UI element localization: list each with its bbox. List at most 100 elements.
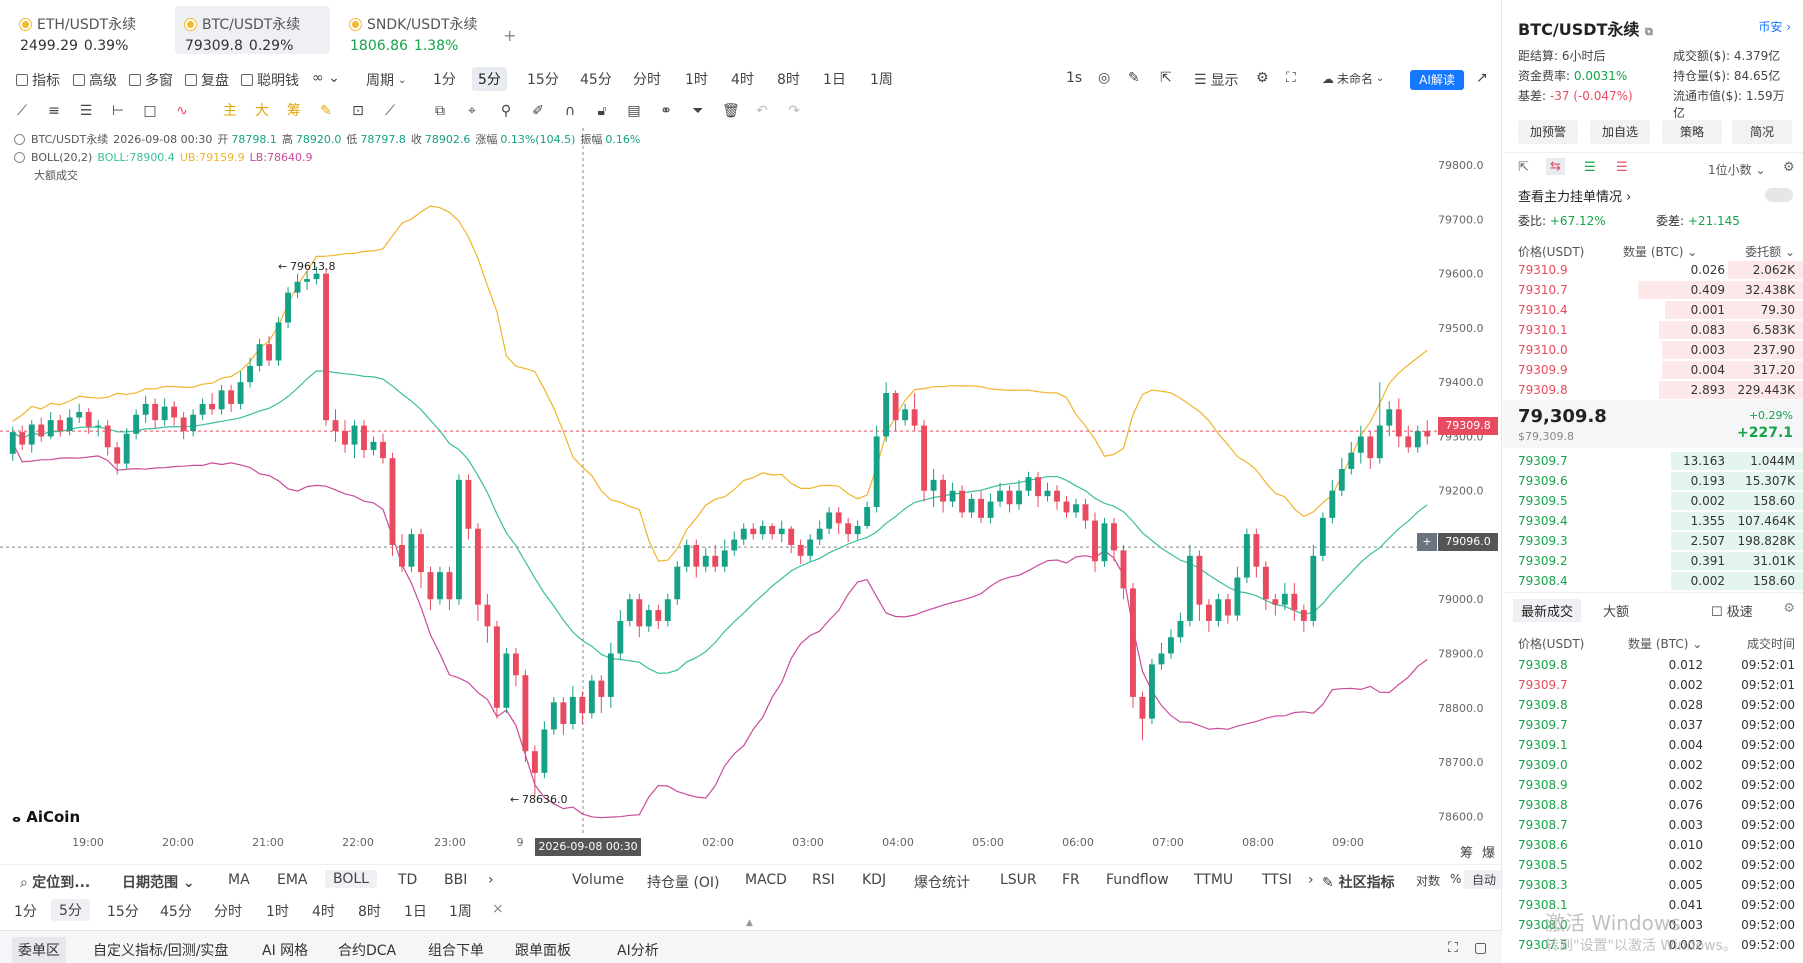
tab-latest-trades[interactable]: 最新成交 bbox=[1513, 599, 1582, 622]
share-icon[interactable]: ↗ bbox=[1476, 70, 1488, 86]
timeframe-45m[interactable]: 45分 bbox=[580, 72, 612, 88]
chip-icon[interactable]: 筹 bbox=[287, 103, 301, 119]
multi-window-button[interactable]: 多窗 bbox=[129, 70, 173, 90]
trend-line-icon[interactable]: ⟋ bbox=[17, 103, 27, 119]
tab-btc[interactable]: BTC/USDT永续 79309.8 0.29% bbox=[175, 6, 330, 54]
crop-icon[interactable]: ⊡ bbox=[352, 103, 364, 119]
tr-header-qty[interactable]: 数量 (BTC) ⌄ bbox=[1628, 637, 1703, 651]
indicator-button[interactable]: 指标 bbox=[16, 70, 60, 90]
smart-money-button[interactable]: 聪明钱 bbox=[241, 70, 299, 90]
more-tools-button[interactable]: ∞ ⌄ bbox=[312, 70, 340, 86]
tab-sndk[interactable]: SNDK/USDT永续 1806.86 1.38% bbox=[340, 6, 495, 54]
bottom-timeframe-timeline[interactable]: 分时 bbox=[214, 904, 242, 920]
undo-icon[interactable]: ↶ bbox=[756, 103, 768, 119]
ask-row[interactable]: 79309.9 0.004 317.20 bbox=[1503, 360, 1803, 380]
close-icon[interactable]: × bbox=[492, 901, 504, 917]
ask-row[interactable]: 79310.7 0.409 32.438K bbox=[1503, 280, 1803, 300]
both-sides-icon[interactable]: ⇆ bbox=[1546, 158, 1565, 175]
bottom-timeframe-8h[interactable]: 8时 bbox=[358, 904, 381, 920]
bottom-timeframe-1d[interactable]: 1日 bbox=[404, 904, 427, 920]
edit-icon[interactable]: ✎ bbox=[320, 103, 332, 119]
bottom-timeframe-5m[interactable]: 5分 bbox=[51, 899, 90, 921]
timeframe-15m[interactable]: 15分 bbox=[527, 72, 559, 88]
bottom-timeframe-15m[interactable]: 15分 bbox=[107, 904, 139, 920]
add-alert-button[interactable]: 加预警 bbox=[1518, 120, 1578, 144]
timeframe-4h[interactable]: 4时 bbox=[731, 72, 754, 88]
main-chip-icon[interactable]: 主 bbox=[223, 103, 237, 119]
timeframe-1h[interactable]: 1时 bbox=[685, 72, 708, 88]
indicator-rsi[interactable]: RSI bbox=[812, 872, 835, 888]
bids-only-icon[interactable]: ☰ bbox=[1584, 160, 1596, 175]
filter-icon[interactable]: ⏷ bbox=[692, 103, 704, 119]
exchange-link[interactable]: 币安 › bbox=[1758, 20, 1791, 34]
window-icon[interactable]: ▢ bbox=[1474, 940, 1488, 956]
horizontal-line-icon[interactable]: ⊢ bbox=[111, 103, 125, 119]
bid-row[interactable]: 79309.7 13.163 1.044M bbox=[1503, 451, 1803, 471]
channel-icon[interactable]: ☰ bbox=[79, 103, 93, 119]
magnet-icon[interactable]: ∩ bbox=[564, 103, 576, 119]
bottom-timeframe-1w[interactable]: 1周 bbox=[449, 904, 472, 920]
indicator-macd[interactable]: MACD bbox=[745, 872, 787, 888]
advanced-button[interactable]: 高级 bbox=[73, 70, 117, 90]
decimals-dropdown[interactable]: 1位小数 ⌄ bbox=[1708, 163, 1766, 177]
period-dropdown[interactable]: 周期 ⌄ bbox=[366, 70, 406, 90]
measure-icon[interactable]: ⟋ bbox=[385, 103, 395, 119]
candlestick-chart[interactable]: 79800.0 79700.0 79600.0 79500.0 79400.0 79300… bbox=[0, 128, 1502, 863]
add-alert-icon[interactable]: + bbox=[1417, 533, 1437, 551]
layout-dropdown[interactable]: ☁ 未命名 ⌄ bbox=[1322, 70, 1384, 87]
bottom-timeframe-1m[interactable]: 1分 bbox=[14, 904, 37, 920]
ask-row[interactable]: 79310.4 0.001 79.30 bbox=[1503, 300, 1803, 320]
camera-icon[interactable]: ◎ bbox=[1098, 70, 1111, 86]
footer-tab-ai-analysis[interactable]: AI分析 bbox=[617, 943, 659, 959]
ask-row[interactable]: 79310.9 0.026 2.062K bbox=[1503, 260, 1803, 280]
bid-row[interactable]: 79309.6 0.193 15.307K bbox=[1503, 471, 1803, 491]
bid-row[interactable]: 79309.4 1.355 107.464K bbox=[1503, 511, 1803, 531]
brush-icon[interactable]: ✐ bbox=[532, 103, 544, 119]
seconds-button[interactable]: 1s bbox=[1066, 70, 1083, 86]
rectangle-icon[interactable]: □ bbox=[143, 103, 157, 119]
indicator-ma[interactable]: MA bbox=[228, 872, 250, 888]
add-watchlist-button[interactable]: 加自选 bbox=[1590, 120, 1650, 144]
ruler-icon[interactable]: ⌖ bbox=[468, 103, 476, 119]
copy-icon[interactable]: ⧉ bbox=[1645, 25, 1653, 38]
display-button[interactable]: ☰ 显示 bbox=[1194, 70, 1239, 90]
parallel-lines-icon[interactable]: ≡ bbox=[48, 103, 60, 119]
template-icon[interactable]: ▤ bbox=[627, 103, 641, 119]
bid-row[interactable]: 79309.3 2.507 198.828K bbox=[1503, 531, 1803, 551]
date-range-dropdown[interactable]: 日期范围 ⌄ bbox=[122, 875, 195, 891]
timeframe-1w[interactable]: 1周 bbox=[870, 72, 893, 88]
main-orders-link[interactable]: 查看主力挂单情况 › bbox=[1518, 190, 1632, 205]
collapse-handle-icon[interactable]: ▲ bbox=[746, 918, 753, 928]
auto-scale-toggle[interactable]: 自动 bbox=[1464, 870, 1505, 889]
footer-tab-combo[interactable]: 组合下单 bbox=[428, 943, 484, 959]
timeframe-timeline[interactable]: 分时 bbox=[633, 72, 661, 88]
main-orders-toggle[interactable] bbox=[1765, 188, 1793, 202]
timeframe-8h[interactable]: 8时 bbox=[777, 72, 800, 88]
timeframe-1d[interactable]: 1日 bbox=[823, 72, 846, 88]
strategy-button[interactable]: 策略 bbox=[1662, 120, 1722, 144]
bottom-timeframe-1h[interactable]: 1时 bbox=[266, 904, 289, 920]
indicator-oi[interactable]: 持仓量 (OI) bbox=[647, 875, 720, 891]
indicator-ema[interactable]: EMA bbox=[277, 872, 308, 888]
ask-row[interactable]: 79310.0 0.003 237.90 bbox=[1503, 340, 1803, 360]
bid-row[interactable]: 79309.2 0.391 31.01K bbox=[1503, 551, 1803, 571]
footer-tab-ai-grid[interactable]: AI 网格 bbox=[262, 943, 309, 959]
timeframe-5m[interactable]: 5分 bbox=[472, 67, 507, 91]
indicator-bbi[interactable]: BBI bbox=[444, 872, 468, 888]
bottom-timeframe-4h[interactable]: 4时 bbox=[312, 904, 335, 920]
eye-icon[interactable] bbox=[14, 133, 25, 145]
ob-header-qty[interactable]: 数量 (BTC) ⌄ bbox=[1623, 245, 1698, 259]
indicator-td[interactable]: TD bbox=[398, 872, 418, 888]
settings-icon[interactable]: ⚙ bbox=[1256, 70, 1269, 86]
big-chip-icon[interactable]: 大 bbox=[255, 103, 269, 119]
percent-scale-toggle[interactable]: % bbox=[1450, 872, 1462, 886]
speed-toggle[interactable]: ☐ 极速 bbox=[1711, 601, 1753, 620]
fullscreen-icon[interactable]: ⛶ bbox=[1448, 940, 1458, 956]
ask-row[interactable]: 79310.1 0.083 6.583K bbox=[1503, 320, 1803, 340]
chevron-right-icon[interactable]: › bbox=[488, 872, 494, 888]
trash-icon[interactable]: 🗑︎ bbox=[722, 103, 740, 119]
orderbook-toggle-icon[interactable]: ⇱ bbox=[1518, 160, 1529, 175]
footer-tab-copy[interactable]: 跟单面板 bbox=[515, 943, 571, 959]
indicator-ttmu[interactable]: TTMU bbox=[1194, 872, 1234, 888]
ask-row[interactable]: 79309.8 2.893 229.443K bbox=[1503, 380, 1803, 400]
